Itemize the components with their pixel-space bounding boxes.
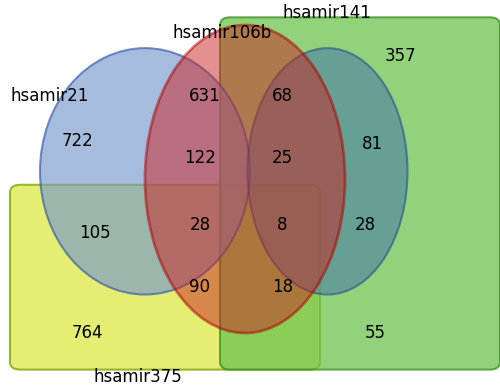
FancyBboxPatch shape bbox=[220, 17, 500, 370]
Text: 122: 122 bbox=[184, 149, 216, 167]
Text: 25: 25 bbox=[272, 149, 293, 167]
Ellipse shape bbox=[40, 48, 250, 295]
Text: hsamir141: hsamir141 bbox=[282, 5, 372, 22]
Text: hsamir375: hsamir375 bbox=[93, 368, 182, 385]
Text: hsamir106b: hsamir106b bbox=[172, 24, 272, 42]
Text: 81: 81 bbox=[362, 136, 383, 153]
Ellipse shape bbox=[145, 25, 345, 333]
Text: 631: 631 bbox=[189, 87, 221, 105]
Text: 68: 68 bbox=[272, 87, 293, 105]
Text: 357: 357 bbox=[384, 47, 416, 65]
Text: 55: 55 bbox=[364, 324, 386, 342]
Text: 28: 28 bbox=[354, 216, 376, 234]
Text: 722: 722 bbox=[62, 132, 94, 149]
Text: 8: 8 bbox=[277, 216, 288, 234]
Text: 28: 28 bbox=[190, 216, 210, 234]
Text: hsamir21: hsamir21 bbox=[10, 87, 88, 105]
Text: 764: 764 bbox=[72, 324, 104, 342]
FancyBboxPatch shape bbox=[10, 185, 320, 370]
Text: 105: 105 bbox=[79, 224, 111, 242]
Ellipse shape bbox=[248, 48, 408, 295]
Text: 18: 18 bbox=[272, 278, 293, 296]
Text: 90: 90 bbox=[190, 278, 210, 296]
